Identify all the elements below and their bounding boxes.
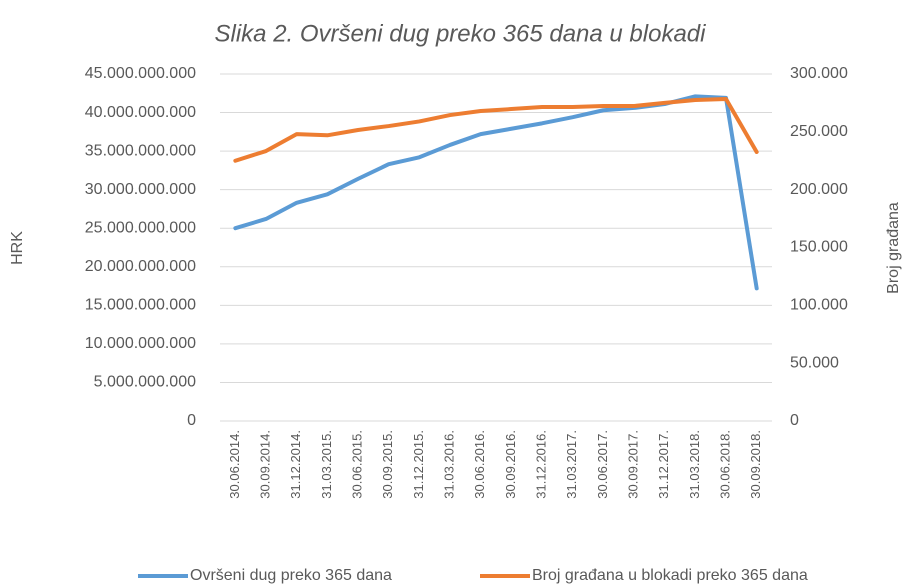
x-tick-label: 31.12.2016. (533, 430, 548, 499)
y2-tick-label: 200.000 (790, 181, 848, 198)
x-tick-label: 30.09.2018. (748, 430, 763, 499)
y2-tick-label: 0 (790, 412, 799, 429)
x-tick-label: 31.03.2017. (564, 430, 579, 499)
y-tick-label: 5.000.000.000 (94, 374, 196, 391)
chart-title: Slika 2. Ovršeni dug preko 365 dana u bl… (215, 20, 707, 47)
x-tick-label: 30.09.2015. (380, 430, 395, 499)
y2-tick-label: 100.000 (790, 297, 848, 314)
x-tick-label: 30.06.2016. (472, 430, 487, 499)
x-tick-label: 31.12.2014. (288, 430, 303, 499)
legend-label: Broj građana u blokadi preko 365 dana (532, 567, 808, 584)
y-tick-label: 0 (187, 412, 196, 429)
x-tick-label: 30.09.2017. (625, 430, 640, 499)
y-tick-label: 35.000.000.000 (85, 142, 196, 159)
y-tick-label: 40.000.000.000 (85, 104, 196, 121)
y-tick-label: 15.000.000.000 (85, 297, 196, 314)
x-tick-label: 30.09.2014. (257, 430, 272, 499)
x-tick-label: 31.12.2017. (656, 430, 671, 499)
x-tick-label: 30.06.2017. (595, 430, 610, 499)
x-tick-label: 31.03.2018. (687, 430, 702, 499)
x-tick-label: 31.03.2015. (319, 430, 334, 499)
series-line (233, 96, 759, 163)
x-tick-label: 30.06.2014. (227, 430, 242, 499)
x-tick-label: 30.09.2016. (503, 430, 518, 499)
y-tick-label: 30.000.000.000 (85, 181, 196, 198)
y-tick-label: 25.000.000.000 (85, 219, 196, 236)
y2-axis-title: Broj građana (885, 202, 902, 294)
x-tick-label: 31.12.2015. (411, 430, 426, 499)
legend-label: Ovršeni dug preko 365 dana (190, 567, 392, 584)
y-tick-label: 45.000.000.000 (85, 65, 196, 82)
y2-tick-label: 300.000 (790, 65, 848, 82)
y2-tick-label: 150.000 (790, 239, 848, 256)
x-tick-label: 31.03.2016. (441, 430, 456, 499)
x-tick-label: 30.06.2015. (349, 430, 364, 499)
y-tick-label: 10.000.000.000 (85, 335, 196, 352)
y-tick-label: 20.000.000.000 (85, 258, 196, 275)
series-line (233, 94, 759, 291)
y2-tick-label: 50.000 (790, 354, 839, 371)
x-tick-label: 30.06.2018. (717, 430, 732, 499)
y2-tick-label: 250.000 (790, 123, 848, 140)
y-axis-title: HRK (9, 231, 26, 265)
